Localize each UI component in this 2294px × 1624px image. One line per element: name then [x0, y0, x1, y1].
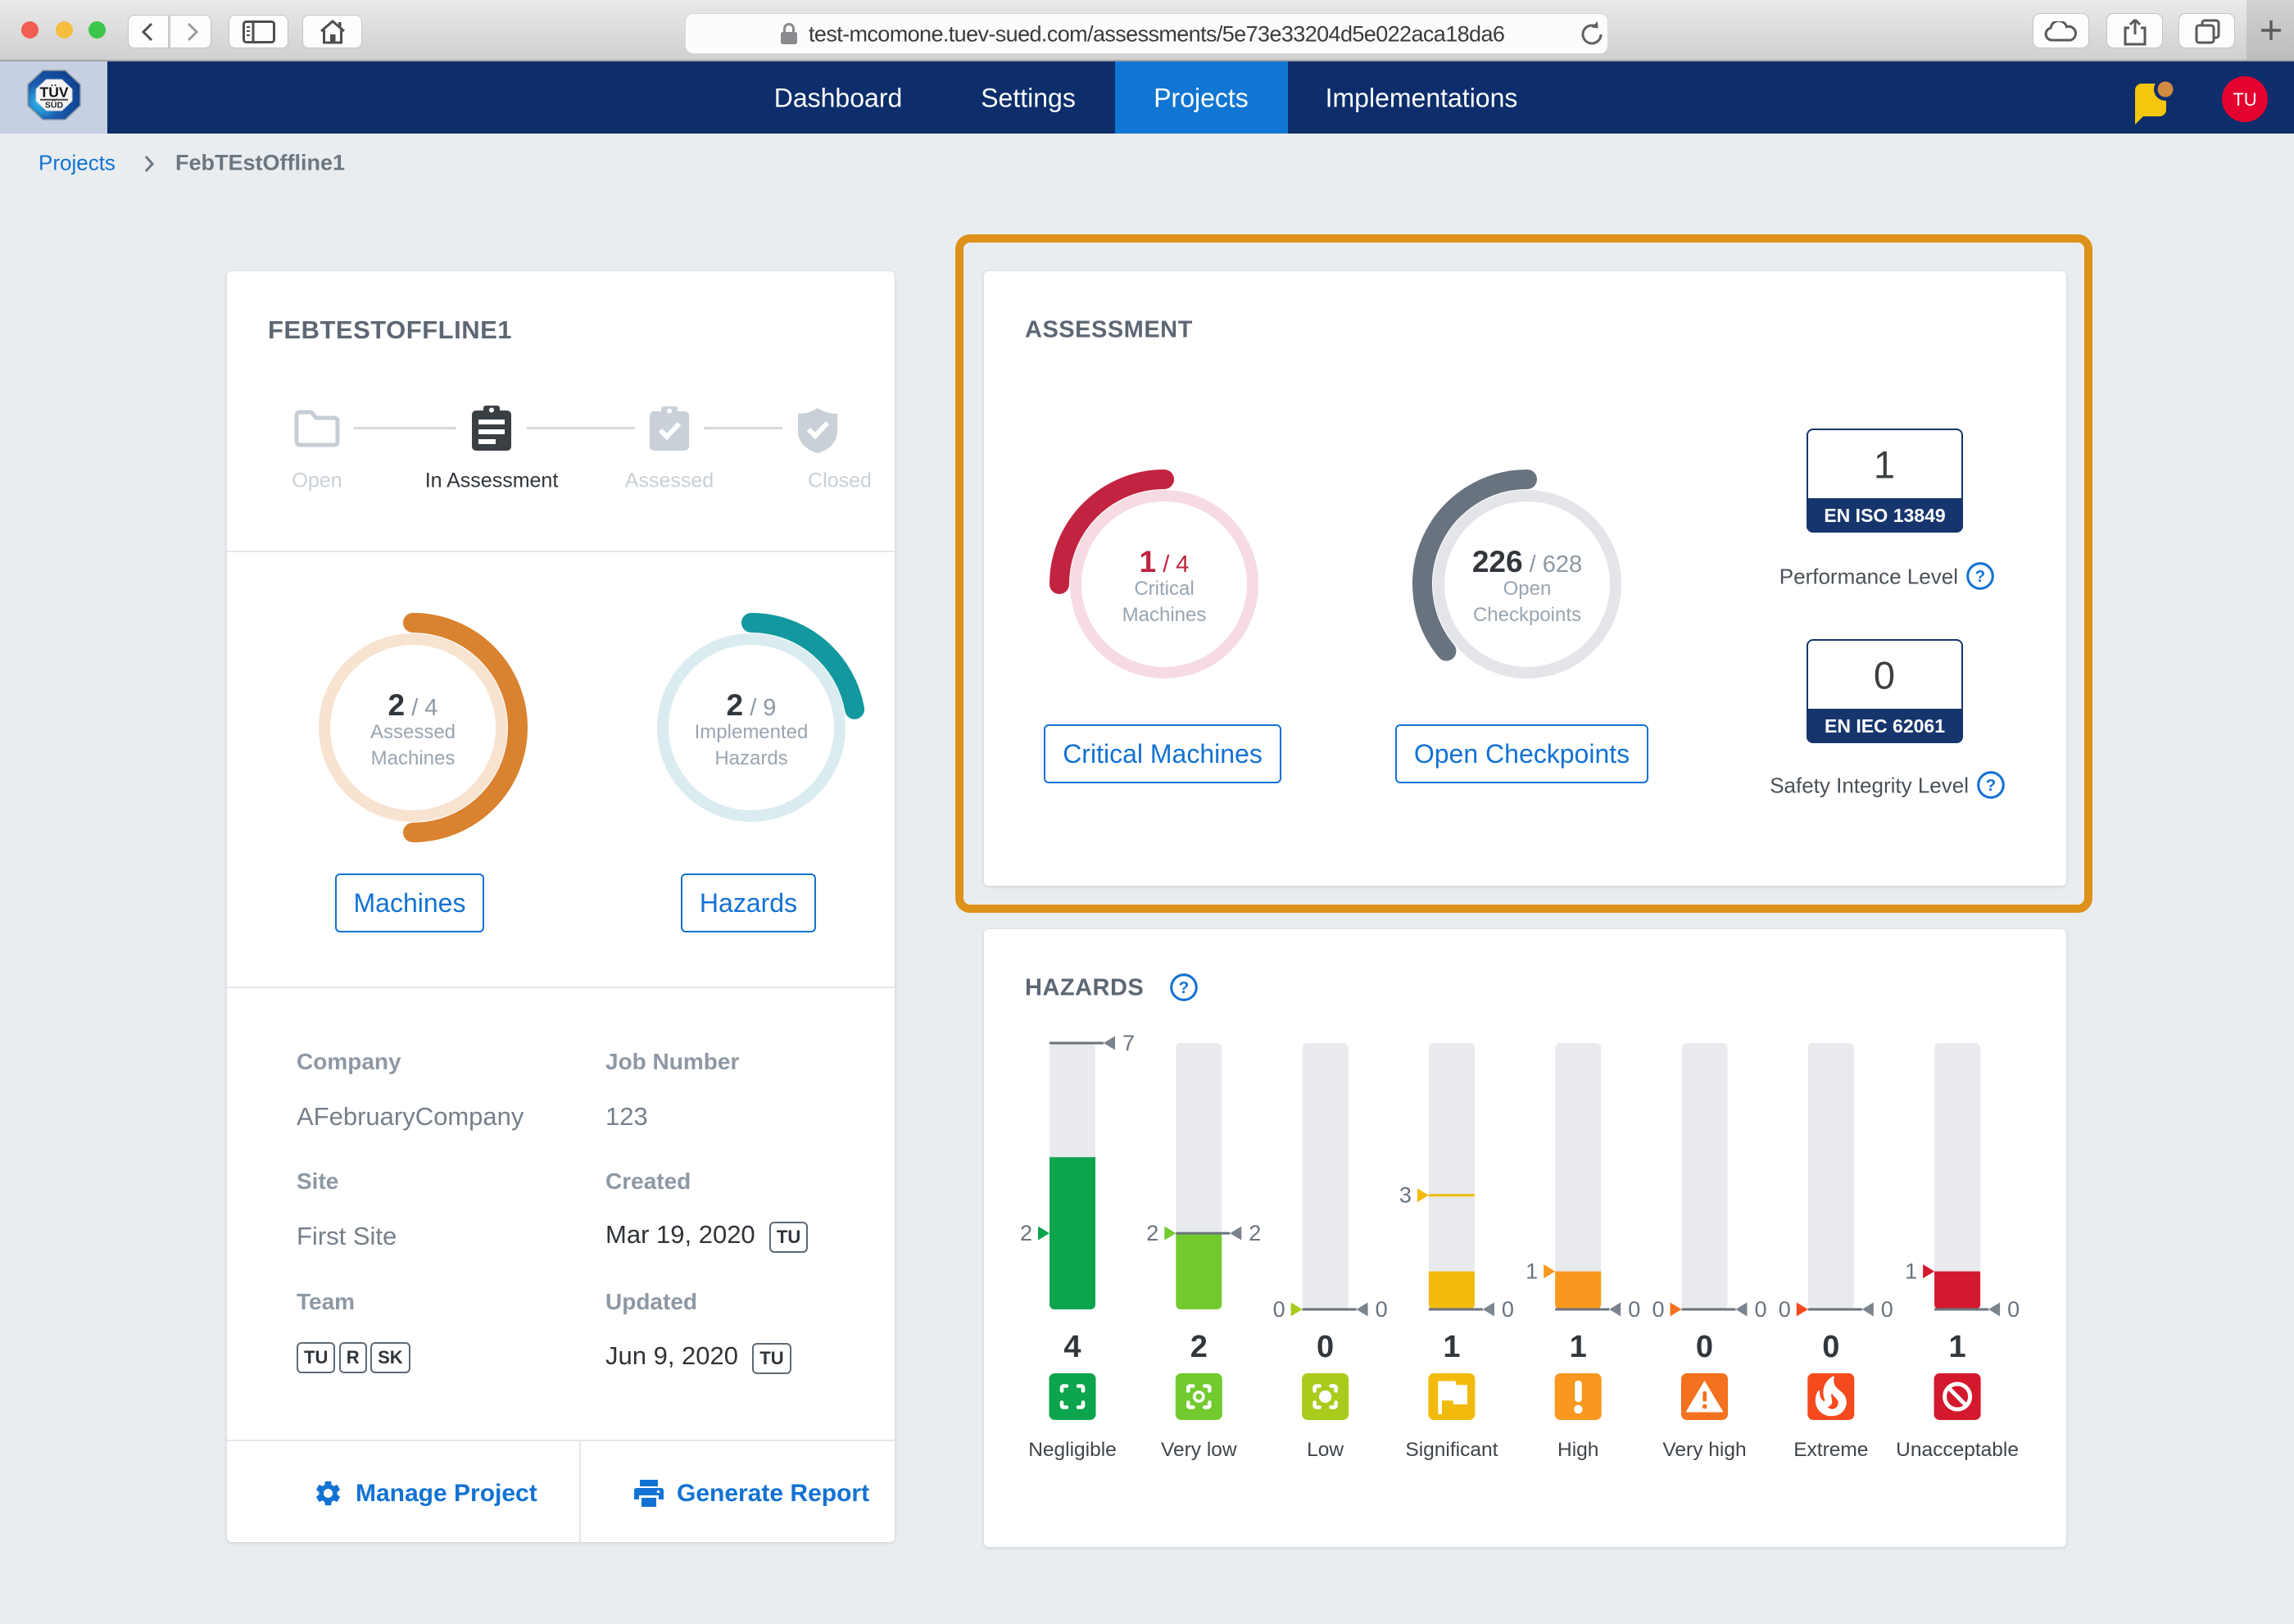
svg-text:0: 0 [1273, 1297, 1285, 1322]
svg-text:Negligible: Negligible [1028, 1439, 1117, 1461]
svg-text:0: 0 [1317, 1330, 1334, 1364]
svg-text:1: 1 [1570, 1330, 1587, 1364]
svg-text:Extreme: Extreme [1793, 1439, 1868, 1461]
svg-text:1: 1 [1526, 1259, 1538, 1284]
svg-text:0: 0 [1628, 1297, 1640, 1322]
svg-text:1: 1 [1905, 1259, 1917, 1284]
svg-text:Very high: Very high [1662, 1439, 1746, 1461]
svg-text:4: 4 [1063, 1330, 1081, 1364]
svg-text:Unacceptable: Unacceptable [1896, 1439, 2019, 1461]
svg-text:1: 1 [1443, 1330, 1460, 1364]
svg-text:0: 0 [1755, 1297, 1767, 1322]
svg-text:2: 2 [1146, 1221, 1158, 1245]
svg-text:High: High [1557, 1439, 1598, 1461]
svg-text:Very low: Very low [1161, 1439, 1237, 1461]
svg-text:0: 0 [1376, 1297, 1388, 1322]
svg-text:0: 0 [1822, 1330, 1839, 1364]
svg-text:TÜV: TÜV [40, 84, 69, 101]
svg-text:1: 1 [1949, 1330, 1966, 1364]
svg-text:0: 0 [2007, 1297, 2020, 1322]
svg-text:SÜD: SÜD [45, 100, 64, 111]
svg-text:2: 2 [1249, 1221, 1261, 1245]
svg-text:?: ? [1975, 567, 1986, 586]
svg-text:Low: Low [1307, 1439, 1344, 1461]
svg-text:0: 0 [1696, 1330, 1713, 1364]
svg-text:0: 0 [1779, 1297, 1791, 1322]
svg-text:0: 0 [1881, 1297, 1893, 1322]
svg-text:2: 2 [1020, 1221, 1032, 1245]
svg-text:?: ? [1986, 776, 1997, 795]
svg-text:?: ? [1179, 978, 1190, 997]
svg-text:0: 0 [1502, 1297, 1514, 1322]
svg-text:7: 7 [1122, 1031, 1135, 1055]
svg-text:Significant: Significant [1405, 1439, 1498, 1461]
svg-text:2: 2 [1190, 1330, 1208, 1364]
svg-text:0: 0 [1652, 1297, 1664, 1322]
svg-text:3: 3 [1399, 1183, 1412, 1208]
